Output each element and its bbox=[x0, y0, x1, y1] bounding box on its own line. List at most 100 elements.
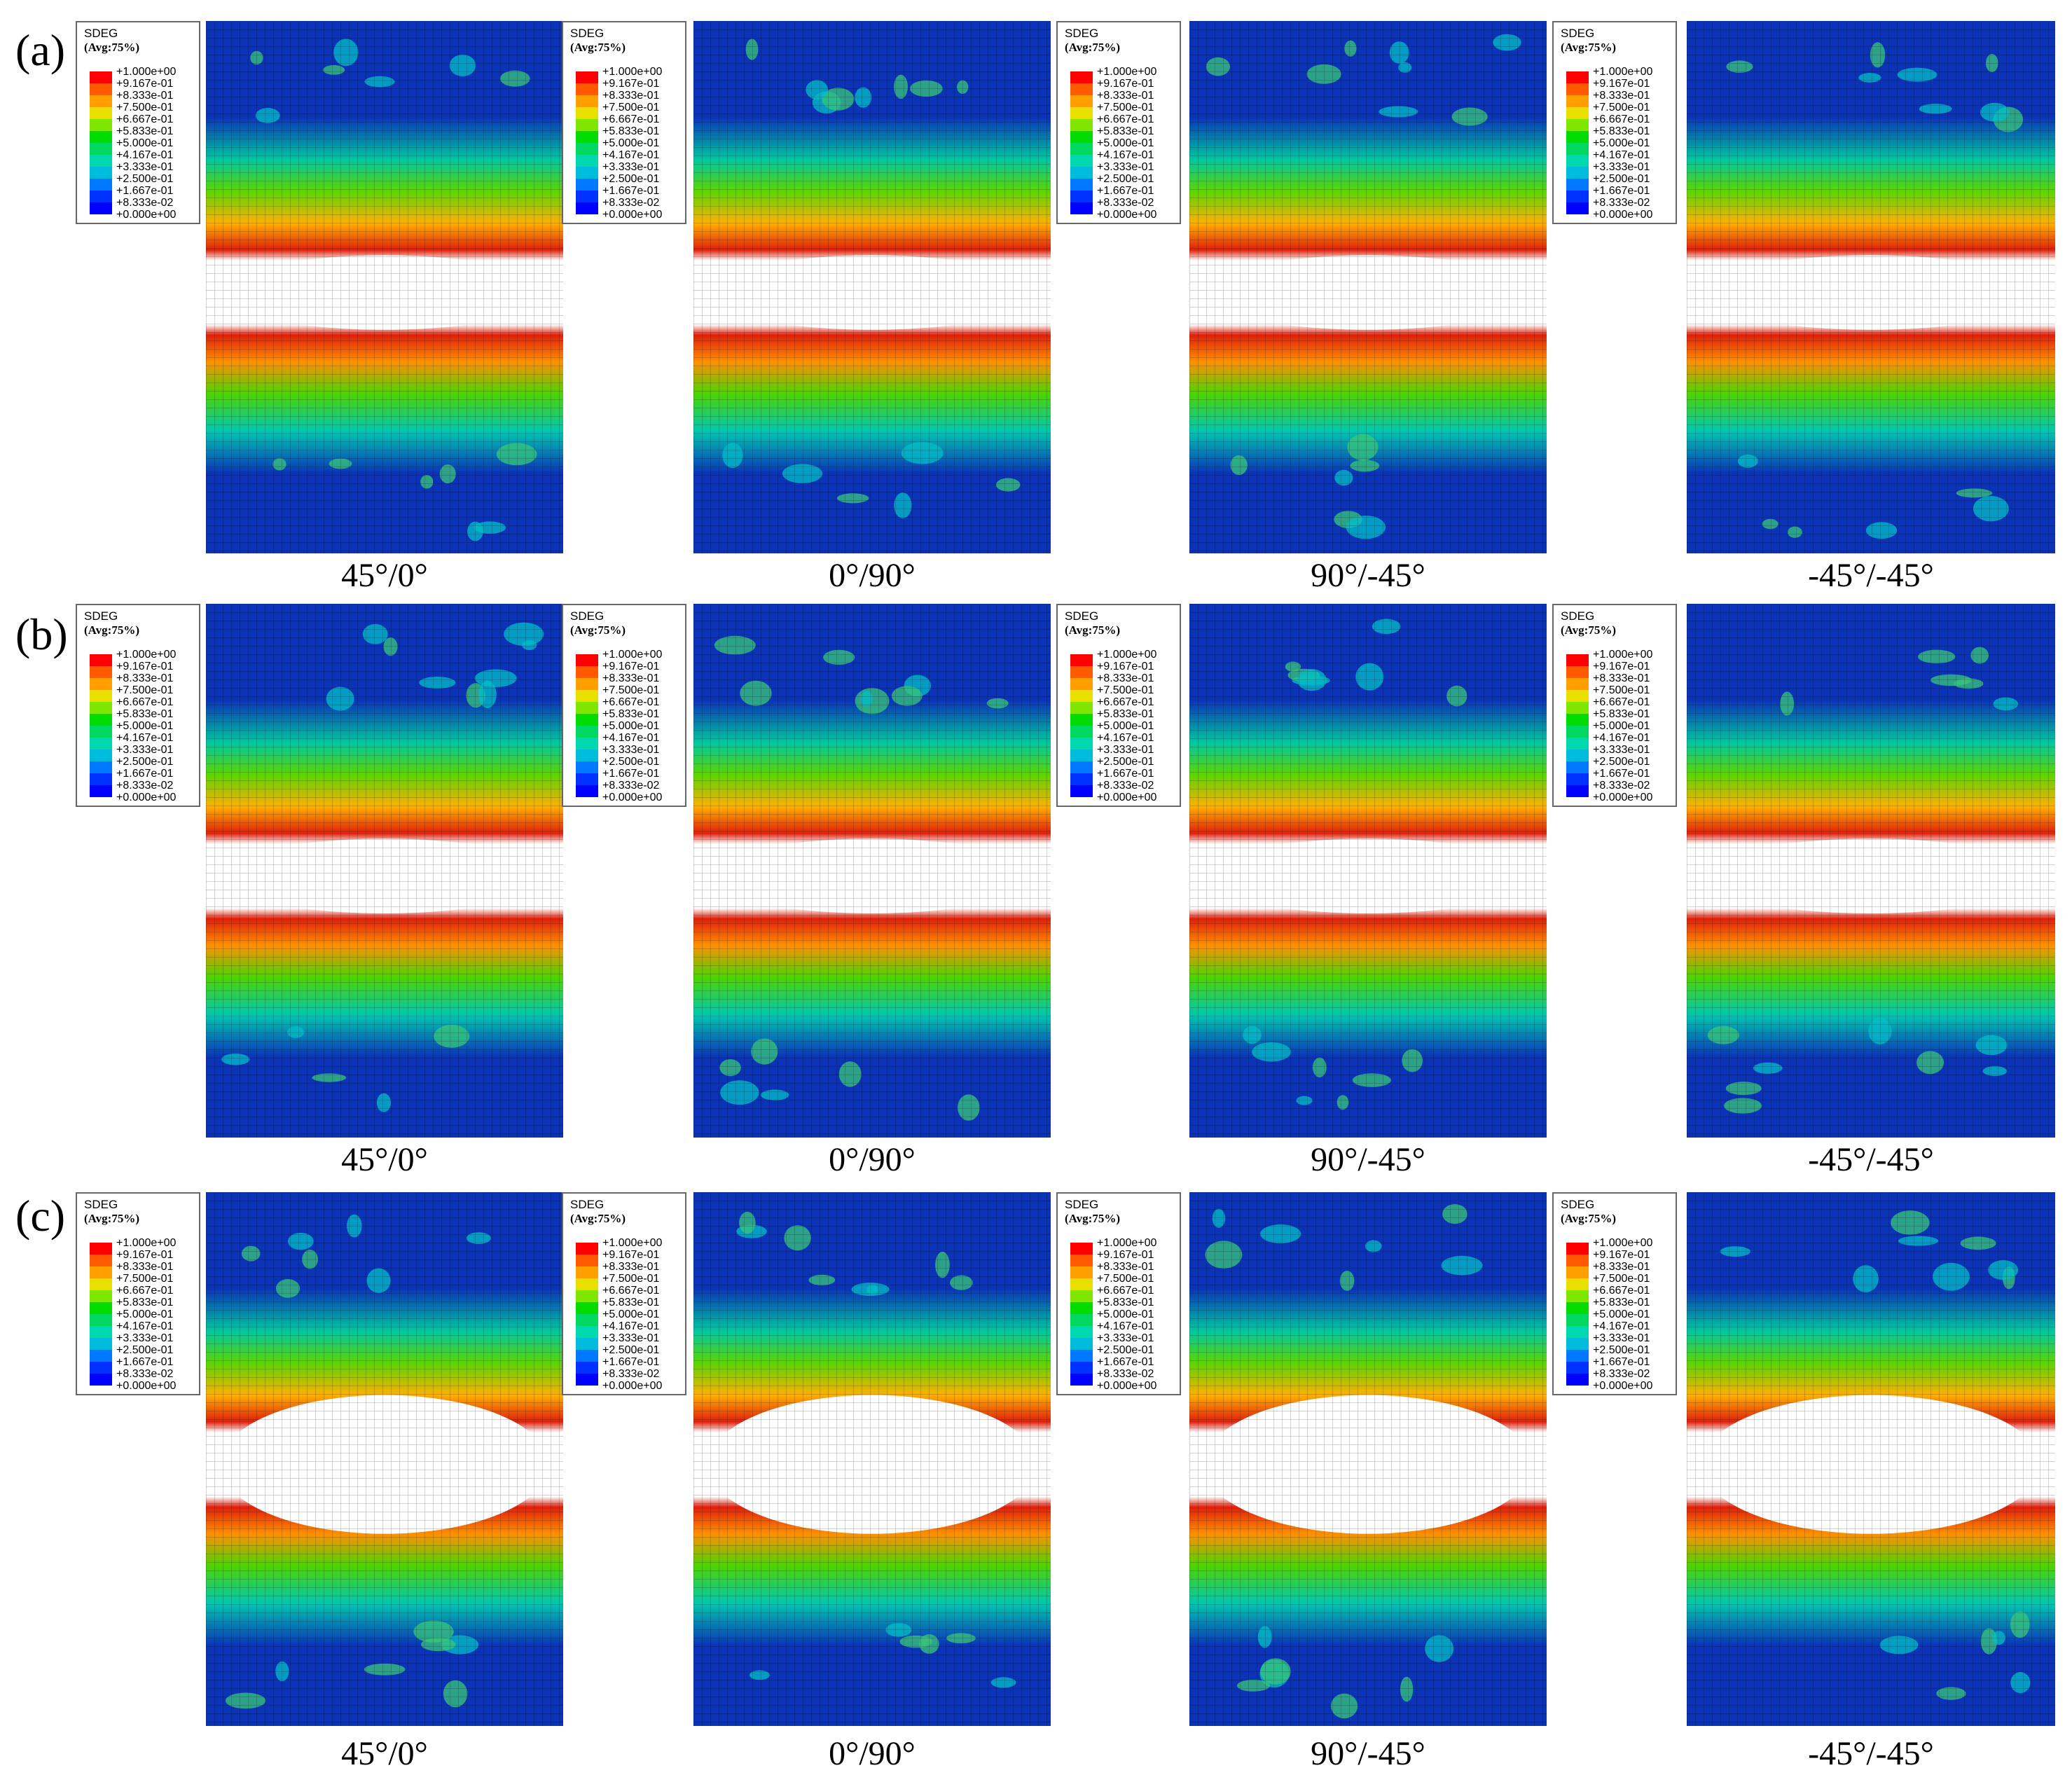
legend-swatch bbox=[1566, 1290, 1589, 1302]
legend-swatch bbox=[1070, 773, 1093, 785]
legend-value: +4.167e-01 bbox=[602, 149, 660, 161]
ply-angle-label: 0°/90° bbox=[829, 557, 916, 594]
legend-swatch bbox=[576, 1362, 598, 1374]
legend-swatch bbox=[90, 167, 112, 179]
legend-swatch bbox=[1070, 678, 1093, 690]
legend-title: SDEG bbox=[570, 27, 605, 40]
legend-swatch bbox=[1070, 1374, 1093, 1386]
legend-value: +0.000e+00 bbox=[1097, 1380, 1157, 1392]
legend-value: +6.667e-01 bbox=[1593, 696, 1650, 708]
legend-value: +3.333e-01 bbox=[1097, 744, 1154, 756]
legend-swatch bbox=[90, 1255, 112, 1266]
legend-value: +1.000e+00 bbox=[1097, 66, 1157, 78]
legend-title: SDEG bbox=[1561, 27, 1595, 40]
legend-color-bar bbox=[1566, 1243, 1589, 1386]
legend-color-bar bbox=[90, 71, 112, 214]
legend-color-bar bbox=[1070, 654, 1093, 797]
legend-swatch bbox=[576, 191, 598, 202]
legend-title: SDEG bbox=[84, 27, 118, 40]
ply-angle-label: 90°/-45° bbox=[1311, 1141, 1425, 1178]
legend-values: +1.000e+00 +9.167e-01 +8.333e-01 +7.500e-01… bbox=[602, 649, 662, 803]
legend-value: +2.500e-01 bbox=[602, 1344, 660, 1356]
legend-value: +1.000e+00 bbox=[1593, 1237, 1653, 1249]
legend-swatch bbox=[1566, 738, 1589, 750]
legend-swatch bbox=[1070, 167, 1093, 179]
legend-swatch bbox=[1070, 1266, 1093, 1278]
legend-swatch bbox=[576, 1290, 598, 1302]
legend-value: +1.667e-01 bbox=[1097, 768, 1154, 780]
legend-value: +5.833e-01 bbox=[1593, 125, 1650, 137]
contour-plot bbox=[206, 21, 563, 553]
legend-value: +5.833e-01 bbox=[116, 708, 174, 720]
legend-color-bar bbox=[1566, 654, 1589, 797]
legend-value: +6.667e-01 bbox=[602, 113, 660, 125]
damage-contour-specimen bbox=[1687, 21, 2055, 553]
damage-contour-specimen bbox=[1189, 21, 1547, 553]
legend-value: +2.500e-01 bbox=[1593, 173, 1650, 185]
legend-swatch bbox=[90, 750, 112, 761]
legend-value: +8.333e-01 bbox=[1593, 672, 1650, 684]
legend-swatch bbox=[90, 773, 112, 785]
legend-swatch bbox=[1070, 1243, 1093, 1255]
legend-value: +0.000e+00 bbox=[116, 209, 177, 221]
damage-contour-specimen bbox=[1687, 604, 2055, 1138]
legend-value: +8.333e-01 bbox=[116, 672, 174, 684]
legend-value: +9.167e-01 bbox=[1593, 78, 1650, 90]
legend-swatch bbox=[1070, 726, 1093, 738]
legend-swatch bbox=[1566, 750, 1589, 761]
legend-value: +5.000e-01 bbox=[602, 720, 660, 732]
legend-value: +5.833e-01 bbox=[116, 125, 174, 137]
damage-contour-specimen bbox=[1189, 604, 1547, 1138]
legend-swatch bbox=[1070, 666, 1093, 678]
legend-values: +1.000e+00 +9.167e-01 +8.333e-01 +7.500e-01… bbox=[602, 66, 662, 221]
legend-swatch bbox=[576, 1278, 598, 1290]
legend-value: +4.167e-01 bbox=[1097, 149, 1154, 161]
legend-color-bar bbox=[1070, 1243, 1093, 1386]
legend-value: +8.333e-02 bbox=[116, 780, 174, 792]
color-legend: SDEG (Avg:75%) +1.000e+00 +9.167e-01 +8.333e… bbox=[76, 604, 200, 807]
legend-swatch bbox=[1070, 95, 1093, 107]
legend-swatch bbox=[576, 773, 598, 785]
legend-swatch bbox=[576, 179, 598, 191]
legend-value: +5.000e-01 bbox=[116, 137, 174, 149]
mesh-grid bbox=[693, 1192, 1051, 1726]
legend-value: +9.167e-01 bbox=[1097, 78, 1154, 90]
legend-value: +8.333e-02 bbox=[116, 1368, 174, 1380]
legend-value: +1.667e-01 bbox=[1593, 185, 1650, 197]
legend-value: +5.833e-01 bbox=[602, 1297, 660, 1308]
legend-swatch bbox=[90, 95, 112, 107]
legend-swatch bbox=[576, 71, 598, 83]
legend-value: +9.167e-01 bbox=[1097, 1249, 1154, 1261]
legend-value: +0.000e+00 bbox=[1593, 209, 1653, 221]
legend-swatch bbox=[1566, 666, 1589, 678]
color-legend: SDEG (Avg:75%) +1.000e+00 +9.167e-01 +8.333e… bbox=[562, 604, 686, 807]
legend-swatch bbox=[1070, 761, 1093, 773]
legend-swatch bbox=[1566, 714, 1589, 726]
legend-value: +4.167e-01 bbox=[1097, 732, 1154, 744]
legend-swatch bbox=[90, 726, 112, 738]
legend-swatch bbox=[1070, 202, 1093, 214]
legend-swatch bbox=[576, 738, 598, 750]
contour-plot bbox=[206, 604, 563, 1138]
legend-title: SDEG bbox=[1065, 609, 1099, 623]
legend-swatch bbox=[1566, 143, 1589, 155]
legend-value: +6.667e-01 bbox=[1593, 113, 1650, 125]
damage-contour-specimen bbox=[206, 1192, 563, 1726]
damage-contour-specimen bbox=[206, 21, 563, 553]
legend-value: +3.333e-01 bbox=[1593, 744, 1650, 756]
color-legend: SDEG (Avg:75%) +1.000e+00 +9.167e-01 +8.333e… bbox=[76, 21, 200, 224]
legend-value: +1.667e-01 bbox=[602, 185, 660, 197]
legend-swatch bbox=[90, 702, 112, 714]
legend-swatch bbox=[1070, 785, 1093, 797]
legend-value: +3.333e-01 bbox=[116, 1332, 174, 1344]
legend-value: +7.500e-01 bbox=[1593, 1273, 1650, 1285]
legend-value: +8.333e-01 bbox=[1097, 90, 1154, 102]
legend-swatch bbox=[576, 167, 598, 179]
mesh-grid bbox=[693, 604, 1051, 1138]
legend-swatch bbox=[1070, 702, 1093, 714]
damage-contour-specimen bbox=[1687, 1192, 2055, 1726]
legend-swatch bbox=[90, 738, 112, 750]
legend-value: +6.667e-01 bbox=[1097, 1285, 1154, 1297]
legend-subtitle: (Avg:75%) bbox=[1561, 41, 1616, 54]
legend-value: +2.500e-01 bbox=[602, 756, 660, 768]
